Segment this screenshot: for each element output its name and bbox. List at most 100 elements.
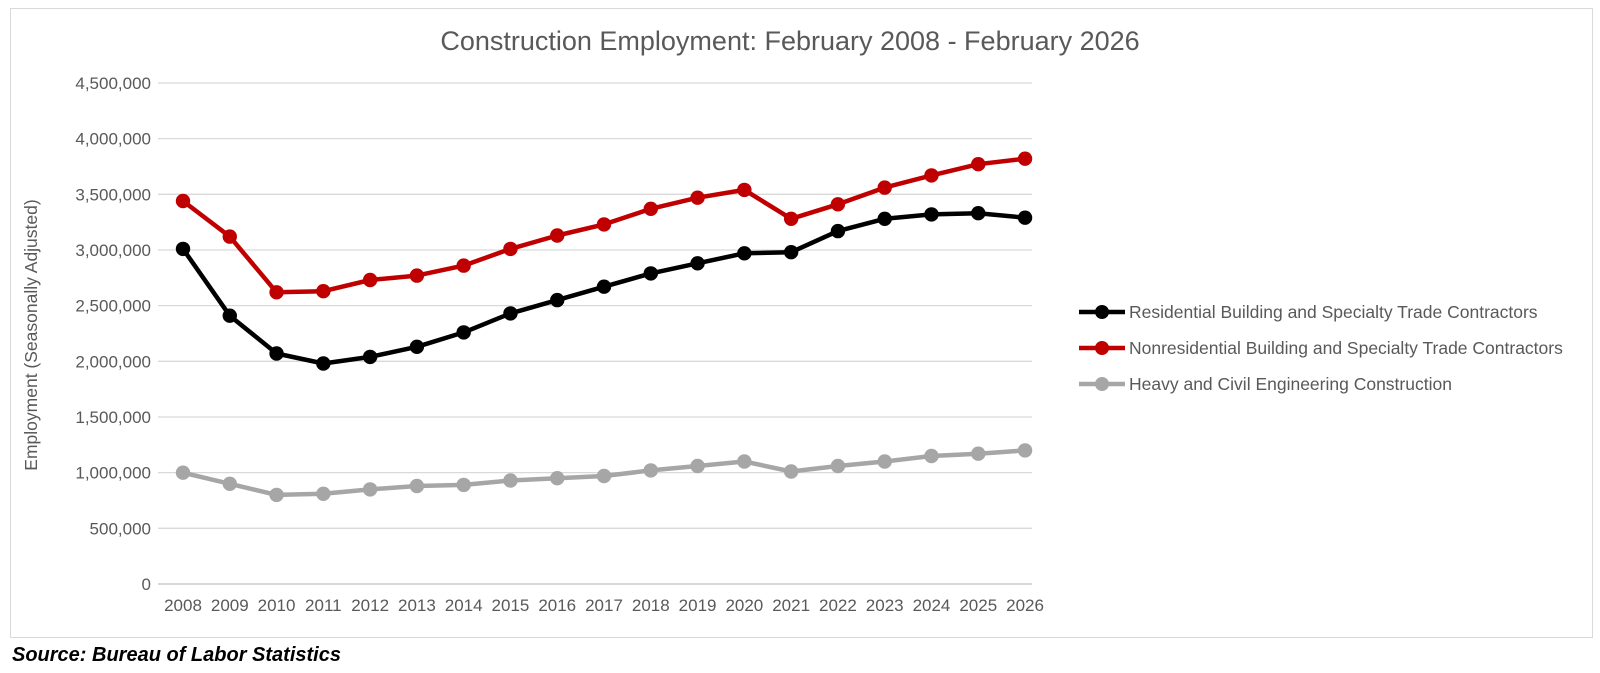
data-point (175, 465, 191, 480)
data-point (690, 256, 705, 271)
x-tick-label: 2020 (725, 596, 763, 615)
data-point (971, 446, 986, 461)
x-tick-label: 2021 (772, 596, 810, 615)
x-tick-label: 2018 (632, 596, 670, 615)
data-point (269, 487, 284, 503)
legend-label: Heavy and Civil Engineering Construction (1129, 373, 1452, 394)
y-tick-label: 2,000,000 (75, 352, 151, 371)
data-point (596, 217, 612, 232)
data-point (362, 349, 378, 365)
x-tick-label: 2014 (445, 596, 483, 615)
source-note: Source: Bureau of Labor Statistics (12, 644, 341, 666)
data-point (971, 206, 986, 221)
chart-title: Construction Employment: February 2008 -… (440, 26, 1140, 56)
data-point (643, 463, 658, 478)
legend-marker-icon (1079, 377, 1125, 391)
x-tick-label: 2024 (913, 596, 951, 615)
chart-legend: Residential Building and Specialty Trade… (1078, 294, 1563, 402)
legend-marker-icon (1079, 341, 1125, 355)
data-point (503, 473, 518, 488)
legend-item-residential: Residential Building and Specialty Trade… (1078, 294, 1563, 330)
data-point (924, 168, 939, 183)
y-tick-label: 4,000,000 (75, 130, 151, 149)
data-point (222, 476, 237, 491)
data-point (316, 284, 331, 299)
data-point (316, 486, 331, 501)
data-point (409, 268, 425, 283)
data-point (643, 201, 658, 216)
data-point (596, 279, 612, 294)
data-point (643, 266, 658, 281)
data-point (175, 241, 191, 257)
legend-item-nonresidential: Nonresidential Building and Specialty Tr… (1078, 330, 1563, 366)
data-point (877, 211, 892, 226)
data-point (550, 292, 565, 308)
x-tick-label: 2013 (398, 596, 436, 615)
data-point (175, 193, 191, 209)
y-axis-title: Employment (Seasonally Adjusted) (21, 199, 41, 470)
x-tick-label: 2010 (258, 596, 296, 615)
data-point (924, 207, 939, 222)
data-point (550, 228, 565, 243)
data-point (877, 454, 892, 469)
data-point (737, 246, 752, 261)
chart-frame (10, 8, 1593, 638)
data-point (409, 339, 425, 354)
data-point (830, 223, 846, 239)
data-point (783, 211, 799, 226)
data-point (269, 285, 284, 300)
x-tick-label: 2025 (959, 596, 997, 615)
y-tick-label: 1,000,000 (75, 464, 151, 483)
data-point (830, 458, 846, 474)
data-point (316, 356, 331, 371)
data-point (1017, 443, 1033, 458)
legend-label: Nonresidential Building and Specialty Tr… (1129, 337, 1563, 358)
x-tick-label: 2015 (492, 596, 530, 615)
x-tick-label: 2011 (305, 596, 342, 615)
data-point (456, 477, 471, 493)
x-tick-label: 2008 (164, 596, 202, 615)
x-tick-label: 2009 (211, 596, 249, 615)
data-point (362, 272, 378, 288)
data-point (690, 190, 705, 205)
data-point (971, 157, 986, 172)
data-point (409, 478, 425, 494)
data-point (690, 458, 705, 474)
data-point (503, 306, 518, 321)
data-point (596, 468, 612, 484)
legend-item-heavy-civil: Heavy and Civil Engineering Construction (1078, 366, 1563, 402)
y-tick-label: 1,500,000 (75, 408, 151, 427)
y-tick-label: 3,000,000 (75, 241, 151, 260)
legend-marker-icon (1079, 305, 1125, 319)
x-tick-label: 2026 (1006, 596, 1044, 615)
data-point (783, 245, 799, 260)
x-tick-label: 2017 (585, 596, 623, 615)
x-tick-label: 2016 (538, 596, 576, 615)
data-point (1017, 210, 1033, 225)
data-point (737, 454, 752, 469)
data-point (737, 182, 752, 198)
data-point (269, 346, 284, 361)
x-tick-label: 2019 (679, 596, 717, 615)
data-point (456, 258, 471, 273)
data-point (222, 308, 237, 323)
data-point (924, 448, 939, 464)
data-point (222, 229, 237, 244)
data-point (830, 197, 846, 212)
data-point (1017, 151, 1033, 166)
data-point (456, 325, 471, 340)
data-point (783, 464, 799, 479)
x-tick-label: 2012 (351, 596, 389, 615)
legend-label: Residential Building and Specialty Trade… (1129, 301, 1538, 322)
data-point (503, 241, 518, 257)
y-tick-label: 3,500,000 (75, 185, 151, 204)
data-point (550, 471, 565, 486)
x-tick-label: 2022 (819, 596, 857, 615)
x-tick-label: 2023 (866, 596, 904, 615)
y-tick-label: 0 (142, 575, 151, 594)
data-point (877, 180, 892, 195)
y-tick-label: 2,500,000 (75, 297, 151, 316)
y-tick-label: 500,000 (90, 519, 151, 538)
y-tick-label: 4,500,000 (75, 74, 151, 93)
